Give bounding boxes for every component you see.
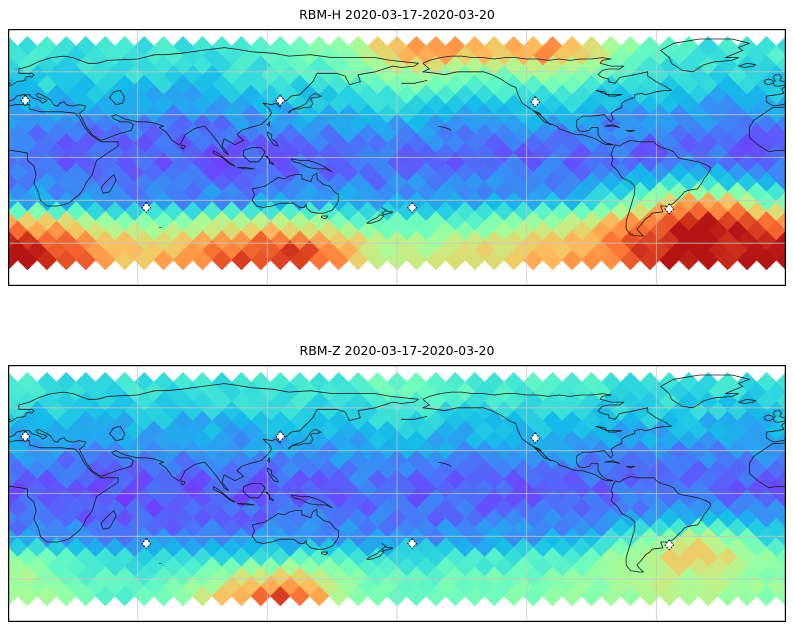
- station-marker: [20, 94, 31, 107]
- station-marker: [664, 539, 675, 551]
- station-marker: [141, 537, 152, 550]
- station-marker: [20, 430, 31, 443]
- map-rbm-h: [8, 29, 786, 287]
- station-marker: [664, 203, 675, 215]
- station-marker: [275, 430, 286, 443]
- panel-title-rbm-z: RBM-Z 2020-03-17-2020-03-20: [299, 343, 495, 358]
- station-marker: [407, 201, 418, 214]
- station-marker: [530, 432, 541, 444]
- panel-title-rbm-h: RBM-H 2020-03-17-2020-03-20: [299, 7, 495, 22]
- map-rbm-z: [8, 365, 786, 623]
- station-marker: [275, 94, 286, 107]
- station-marker: [530, 96, 541, 108]
- station-marker: [141, 201, 152, 214]
- station-marker: [407, 537, 418, 550]
